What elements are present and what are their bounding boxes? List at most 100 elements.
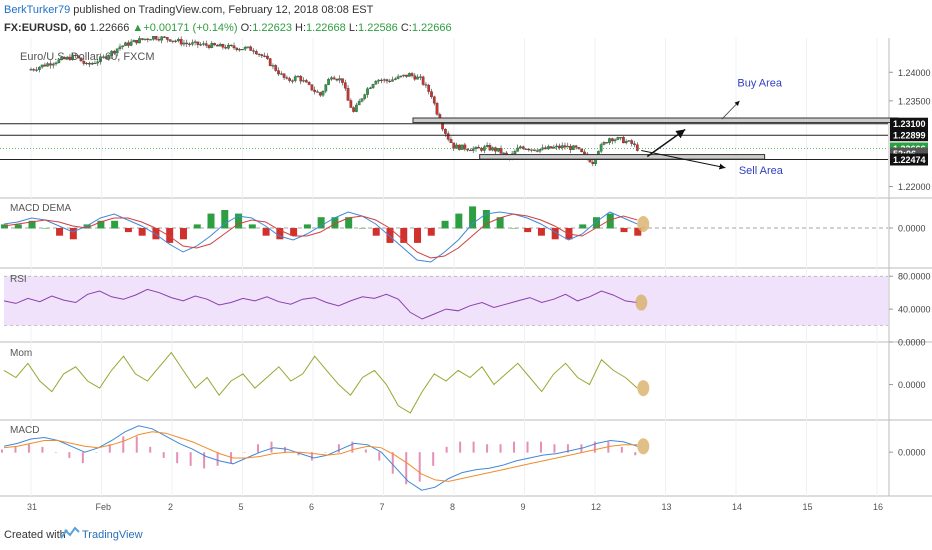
candle <box>549 146 553 149</box>
price-axis-badge-label: 1.22474 <box>893 155 926 165</box>
highlight-marker <box>635 294 648 311</box>
chart-header: BerkTurker79 published on TradingView.co… <box>0 0 932 36</box>
candle <box>107 55 111 59</box>
candle <box>54 62 58 65</box>
price-change: +0.00171 (+0.14%) <box>143 22 238 34</box>
candle <box>535 150 539 152</box>
time-tick-label: 13 <box>662 502 672 512</box>
candle <box>188 43 191 45</box>
time-tick-label: 12 <box>591 502 601 512</box>
buy-area-zone <box>412 117 899 124</box>
histogram-bar <box>391 452 394 474</box>
candle <box>218 44 222 47</box>
rsi-pane: RSI 80.0000 40.0000 0.0000 <box>0 268 932 348</box>
candle <box>146 38 150 40</box>
candle <box>252 50 255 52</box>
candle <box>619 137 622 139</box>
candle <box>613 139 617 142</box>
candle <box>241 49 244 51</box>
candle <box>338 78 342 81</box>
candle <box>35 69 38 71</box>
candle <box>363 94 367 99</box>
series-title: Euro/U.S. Dollar, 60, FXCM <box>20 51 155 63</box>
candle <box>221 44 225 48</box>
histogram-bar <box>351 441 354 453</box>
candle <box>546 146 550 150</box>
histogram-bar <box>486 444 489 453</box>
candle <box>132 39 136 43</box>
histogram-bar <box>566 444 569 453</box>
histogram-bar <box>441 220 449 229</box>
macd-line <box>3 425 638 491</box>
histogram-bar <box>499 444 502 453</box>
candle <box>385 79 389 82</box>
tradingview-logo-icon <box>60 526 80 539</box>
histogram-bar <box>176 452 179 464</box>
candle <box>143 38 147 40</box>
close-label: C: <box>400 22 412 34</box>
candle <box>302 80 305 82</box>
candle <box>571 145 575 150</box>
histogram-bar <box>496 217 504 229</box>
candle <box>37 66 41 70</box>
histogram-bar <box>216 452 219 466</box>
histogram-bar <box>317 217 325 229</box>
candle <box>266 55 269 59</box>
candle <box>46 63 50 67</box>
histogram-bar <box>97 220 105 229</box>
candle <box>380 79 383 81</box>
candle <box>419 76 422 78</box>
candle <box>99 56 102 62</box>
histogram-bar <box>166 228 174 243</box>
histogram-bar <box>539 441 542 453</box>
candle <box>185 42 189 45</box>
candle <box>57 59 61 64</box>
histogram-bar <box>455 213 463 229</box>
chart-area[interactable]: Buy Area Sell Area Euro/U.S. Dollar, 60, F… <box>0 36 932 518</box>
candle <box>499 148 503 154</box>
histogram-bar <box>56 228 64 236</box>
candle <box>516 147 520 152</box>
candle <box>202 43 205 45</box>
candle <box>416 76 419 80</box>
author-link[interactable]: BerkTurker79 <box>4 4 71 16</box>
candle <box>126 42 130 46</box>
histogram-bar <box>297 452 300 456</box>
candle <box>207 45 211 48</box>
histogram-bar <box>553 444 556 453</box>
candle <box>232 45 236 49</box>
candle <box>140 38 144 40</box>
histogram-bar <box>513 441 516 453</box>
candle <box>357 101 361 106</box>
histogram-bar <box>162 452 165 458</box>
histogram-bar <box>69 228 77 240</box>
candle <box>477 146 481 149</box>
macd-dema-pane-tick-label: 0.0000 <box>898 224 926 234</box>
histogram-bar <box>283 446 286 453</box>
candle <box>227 44 230 49</box>
candle <box>179 39 183 45</box>
candle <box>610 138 614 142</box>
candle <box>538 149 542 152</box>
candle <box>335 78 339 81</box>
macd-pane: MACD 0.0000 <box>0 420 932 497</box>
histogram-bar <box>634 452 637 456</box>
candle <box>152 36 155 40</box>
candle <box>452 142 456 149</box>
histogram-bar <box>149 446 152 453</box>
candle <box>65 56 69 60</box>
rsi-tick-label: 80.0000 <box>898 272 931 282</box>
candle <box>446 133 450 140</box>
candle <box>530 149 533 151</box>
buy-label-pointer <box>721 100 740 120</box>
candle <box>630 140 634 144</box>
candle <box>235 47 239 50</box>
candle <box>591 161 595 165</box>
candle <box>321 90 325 96</box>
sell-area-zone <box>479 154 766 160</box>
high-label: H: <box>295 22 307 34</box>
tradingview-brand[interactable]: TradingView <box>82 529 143 541</box>
candle <box>635 144 639 151</box>
candle <box>524 148 528 150</box>
candle <box>177 39 180 42</box>
